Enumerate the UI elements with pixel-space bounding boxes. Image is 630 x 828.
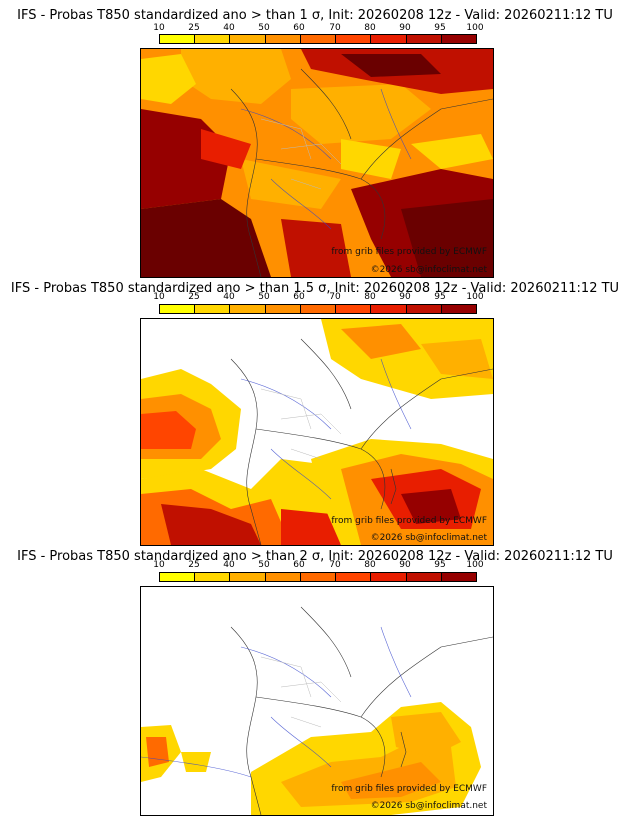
- colorbar-segment: [336, 35, 372, 43]
- panel-3-title: IFS - Probas T850 standardized ano > tha…: [17, 549, 613, 564]
- tick-label: 90: [399, 560, 411, 570]
- colorbar-segment: [265, 35, 301, 43]
- colorbar-segment: [371, 305, 407, 313]
- tick-label: 40: [223, 23, 235, 33]
- tick-label: 70: [329, 560, 341, 570]
- tick-label: 95: [434, 292, 446, 302]
- colorbar-segment: [300, 305, 337, 313]
- tick-label: 25: [188, 23, 200, 33]
- colorbar-segment: [371, 573, 407, 581]
- tick-label: 100: [466, 560, 484, 570]
- colorbar-segment: [300, 35, 337, 43]
- tick-label: 10: [153, 23, 165, 33]
- colorbar-segment: [300, 573, 337, 581]
- tick-label: 100: [466, 23, 484, 33]
- colorbar-2: [159, 304, 477, 314]
- colorbar-1: [159, 34, 477, 44]
- colorbar-segment: [406, 305, 442, 313]
- colorbar-segment: [265, 305, 301, 313]
- tick-label: 50: [258, 23, 270, 33]
- tick-label: 25: [188, 292, 200, 302]
- credit-source: from grib files provided by ECMWF: [331, 516, 487, 526]
- colorbar-segment: [441, 573, 476, 581]
- panel-1: IFS - Probas T850 standardized ano > tha…: [0, 0, 630, 278]
- tick-label: 90: [399, 292, 411, 302]
- map-2: from grib files provided by ECMWF ©2026 …: [140, 318, 494, 546]
- credit-source: from grib files provided by ECMWF: [331, 247, 487, 257]
- colorbar-segment: [230, 573, 266, 581]
- credit-source: from grib files provided by ECMWF: [331, 784, 487, 794]
- tick-label: 40: [223, 292, 235, 302]
- panel-2: IFS - Probas T850 standardized ano > tha…: [0, 276, 630, 546]
- tick-label: 80: [364, 23, 376, 33]
- map-1: from grib files provided by ECMWF ©2026 …: [140, 48, 494, 278]
- colorbar-segment: [160, 573, 196, 581]
- probability-map-1: [141, 49, 493, 277]
- colorbar-ticks-2: 10 25 40 50 60 70 80 90 95 100: [0, 292, 630, 304]
- credit-copyright: ©2026 sb@infoclimat.net: [370, 533, 487, 543]
- colorbar-segment: [230, 305, 266, 313]
- colorbar-segment: [406, 35, 442, 43]
- tick-label: 70: [329, 292, 341, 302]
- tick-label: 25: [188, 560, 200, 570]
- tick-label: 60: [293, 292, 305, 302]
- credit-copyright: ©2026 sb@infoclimat.net: [370, 801, 487, 811]
- colorbar-segment: [336, 573, 372, 581]
- credit-copyright: ©2026 sb@infoclimat.net: [370, 265, 487, 275]
- tick-label: 50: [258, 560, 270, 570]
- colorbar-segment: [371, 35, 407, 43]
- probability-map-2: [141, 319, 493, 545]
- tick-label: 95: [434, 23, 446, 33]
- panel-1-title: IFS - Probas T850 standardized ano > tha…: [17, 8, 613, 23]
- colorbar-segment: [160, 305, 196, 313]
- tick-label: 10: [153, 560, 165, 570]
- colorbar-ticks-3: 10 25 40 50 60 70 80 90 95 100: [0, 560, 630, 572]
- colorbar-segment: [195, 573, 231, 581]
- colorbar-ticks-1: 10 25 40 50 60 70 80 90 95 100: [0, 23, 630, 35]
- colorbar-segment: [160, 35, 196, 43]
- panel-3: IFS - Probas T850 standardized ano > tha…: [0, 546, 630, 828]
- probability-map-3: [141, 587, 493, 815]
- colorbar-segment: [336, 305, 372, 313]
- colorbar-segment: [195, 35, 231, 43]
- tick-label: 70: [329, 23, 341, 33]
- tick-label: 100: [466, 292, 484, 302]
- map-3: from grib files provided by ECMWF ©2026 …: [140, 586, 494, 816]
- tick-label: 60: [293, 23, 305, 33]
- tick-label: 90: [399, 23, 411, 33]
- panel-2-title: IFS - Probas T850 standardized ano > tha…: [10, 281, 620, 296]
- tick-label: 10: [153, 292, 165, 302]
- tick-label: 50: [258, 292, 270, 302]
- colorbar-segment: [265, 573, 301, 581]
- colorbar-segment: [441, 35, 476, 43]
- tick-label: 95: [434, 560, 446, 570]
- tick-label: 80: [364, 560, 376, 570]
- colorbar-3: [159, 572, 477, 582]
- colorbar-segment: [195, 305, 231, 313]
- tick-label: 40: [223, 560, 235, 570]
- colorbar-segment: [441, 305, 476, 313]
- colorbar-segment: [406, 573, 442, 581]
- tick-label: 80: [364, 292, 376, 302]
- tick-label: 60: [293, 560, 305, 570]
- colorbar-segment: [230, 35, 266, 43]
